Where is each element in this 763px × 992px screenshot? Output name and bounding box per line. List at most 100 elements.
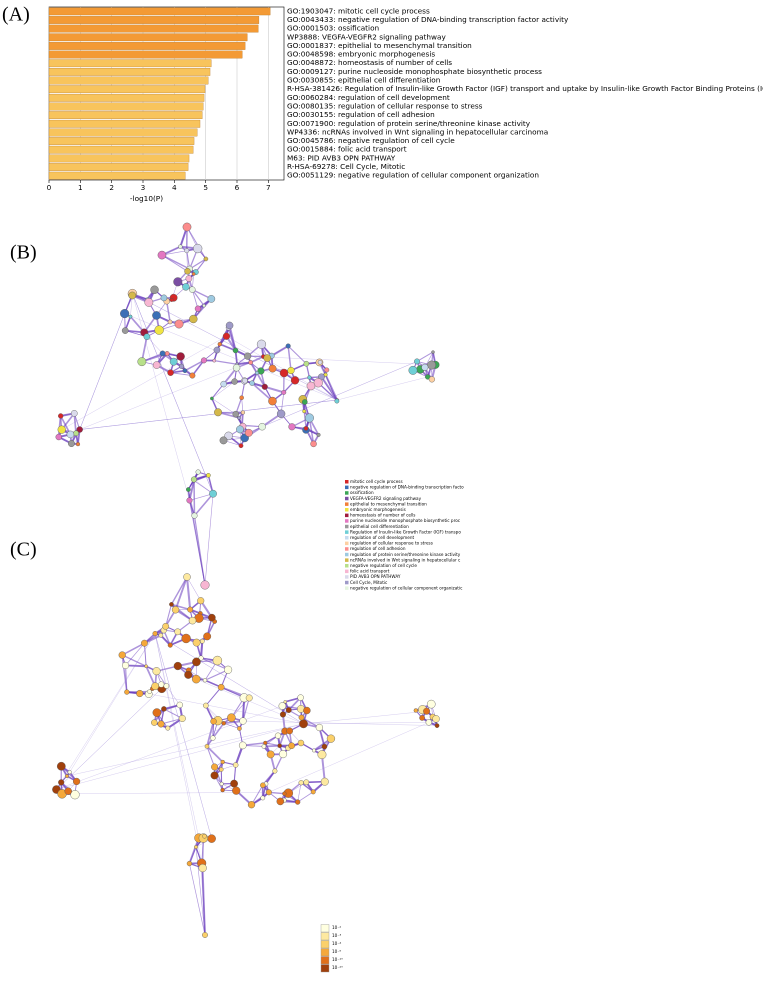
legend-label: regulation of cell development	[350, 535, 414, 540]
network-edge	[206, 745, 224, 763]
network-node	[212, 358, 217, 363]
network-node	[158, 632, 164, 638]
bar	[48, 163, 189, 171]
network-edge	[297, 782, 302, 803]
network-node	[413, 708, 418, 713]
network-edge	[171, 603, 191, 611]
network-edge	[154, 633, 202, 864]
legend-label: 10⁻⁴	[332, 941, 342, 946]
network-edge	[303, 411, 307, 429]
network-node	[197, 597, 205, 605]
network-node	[55, 433, 62, 441]
network-edge	[185, 576, 192, 610]
network-node	[324, 367, 330, 373]
network-node	[178, 714, 186, 722]
network-node	[307, 375, 312, 380]
network-node	[219, 436, 228, 445]
network-node	[334, 398, 340, 404]
network-edge	[146, 336, 163, 354]
legend-label: ossification	[350, 490, 374, 495]
network-edge	[206, 746, 216, 768]
network-edge	[320, 754, 326, 782]
network-node	[317, 750, 327, 760]
network-node	[268, 396, 277, 406]
network-node	[227, 713, 236, 722]
network-node	[421, 363, 429, 371]
network-edge	[187, 489, 206, 586]
network-node	[206, 473, 211, 478]
network-node	[144, 664, 148, 669]
network-node	[120, 309, 130, 319]
legend-swatch	[345, 519, 349, 523]
network-node	[240, 410, 246, 415]
bar	[48, 119, 201, 128]
network-node	[191, 512, 198, 519]
network-node	[152, 631, 158, 637]
y-tick-label: R-HSA-381426: Regulation of Insulin-like…	[287, 84, 763, 93]
network-edge	[56, 705, 283, 790]
y-tick-label: GO:0071900: regulation of protein serine…	[287, 119, 531, 128]
network-node	[174, 628, 181, 636]
network-node	[220, 759, 225, 765]
network-node	[186, 860, 193, 867]
network-node	[207, 834, 216, 843]
networks	[52, 222, 440, 938]
panel-label: (A)	[2, 4, 30, 26]
legend-swatch	[345, 480, 349, 484]
network-edge	[132, 293, 338, 401]
network-node	[192, 657, 201, 667]
bar	[48, 128, 198, 137]
network-node	[188, 616, 197, 625]
network-node	[239, 717, 247, 725]
network-edge	[170, 576, 188, 605]
network-edge	[337, 376, 428, 401]
network-node	[178, 244, 183, 249]
network-node	[186, 487, 191, 492]
network-node	[194, 845, 198, 849]
legend-label: negative regulation of cell cycle	[350, 563, 417, 568]
legend-swatch	[345, 580, 349, 585]
network-edge	[56, 688, 162, 790]
network-node	[224, 431, 233, 441]
legend-swatch	[345, 564, 349, 568]
network-edge	[214, 360, 238, 365]
network-node	[57, 425, 66, 434]
network-node	[160, 294, 168, 302]
network-node	[245, 694, 253, 702]
network-node	[200, 357, 207, 364]
network-node	[222, 332, 231, 340]
network-edge	[193, 493, 214, 517]
network-node	[169, 357, 178, 366]
network-node	[182, 283, 190, 291]
network-node	[58, 779, 65, 786]
network-edge	[170, 372, 193, 376]
network-node	[431, 350, 435, 354]
network-node	[248, 360, 253, 365]
legend-label: Cell Cycle, Mitotic	[350, 580, 388, 585]
network-edge	[56, 723, 304, 790]
network-node	[303, 779, 310, 786]
network-edge	[205, 687, 222, 706]
network-node	[260, 795, 266, 801]
legend-label: 10⁻²	[332, 925, 342, 930]
network-node	[247, 801, 256, 809]
y-tick-label: GO:0048872: homeostasis of number of cel…	[287, 58, 452, 67]
x-tick-label: 0	[47, 183, 52, 192]
network-node	[306, 381, 316, 391]
network-node	[210, 771, 219, 780]
network-node	[65, 774, 69, 778]
network-node	[272, 768, 278, 774]
network-edge	[154, 633, 304, 724]
network-node	[141, 639, 148, 647]
bar	[48, 42, 246, 50]
network-edge	[226, 336, 338, 401]
y-tick-label: GO:0048598: embryonic morphogenesis	[287, 50, 435, 59]
network-node	[182, 222, 192, 232]
network-edge	[79, 399, 338, 430]
network-node	[200, 580, 210, 590]
network-edge	[143, 643, 147, 667]
network-node	[185, 275, 193, 282]
legend-swatch	[320, 940, 330, 949]
network-node	[288, 423, 296, 431]
network-node	[184, 268, 191, 275]
